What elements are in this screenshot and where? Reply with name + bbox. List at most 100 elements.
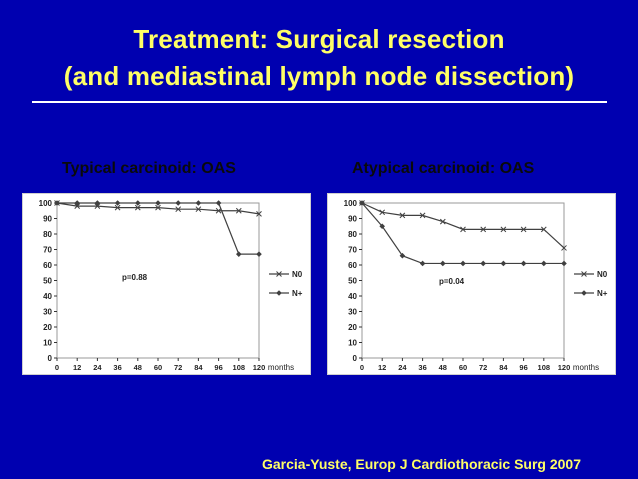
x-tick-label: 48 bbox=[134, 363, 142, 372]
x-tick-label: 24 bbox=[93, 363, 102, 372]
x-tick-label: 84 bbox=[499, 363, 508, 372]
data-point-nplus bbox=[74, 200, 80, 206]
x-tick-label: 12 bbox=[378, 363, 386, 372]
data-point-n0 bbox=[215, 207, 222, 214]
data-point-n0 bbox=[94, 203, 101, 209]
data-point-n0 bbox=[256, 210, 262, 217]
x-tick-label: 72 bbox=[479, 363, 487, 372]
y-tick-label: 40 bbox=[348, 292, 357, 301]
data-point-nplus bbox=[419, 260, 426, 267]
chart-panel-typical: 0 10 20 30 40 50 60 70 80 90 100 0 12 24 36 48 60 72 84 96 1… bbox=[22, 193, 311, 375]
p-value-annotation: p=0.04 bbox=[439, 277, 465, 286]
data-point-n0 bbox=[235, 207, 242, 214]
data-point-nplus bbox=[54, 200, 60, 206]
y-tick-label: 100 bbox=[39, 199, 53, 208]
y-tick-label: 70 bbox=[348, 246, 357, 255]
data-point-n0 bbox=[520, 226, 527, 233]
y-tick-label: 90 bbox=[43, 215, 52, 224]
x-tick-label: 60 bbox=[154, 363, 162, 372]
x-tick-label: 120 bbox=[558, 363, 571, 372]
y-tick-label: 0 bbox=[353, 354, 358, 363]
data-point-nplus bbox=[440, 260, 446, 267]
data-point-n0 bbox=[155, 204, 161, 211]
x-tick-label: 108 bbox=[233, 363, 246, 372]
x-tick-label: 96 bbox=[214, 363, 222, 372]
data-point-n0 bbox=[134, 204, 141, 211]
x-tick-label: 48 bbox=[439, 363, 447, 372]
chart-panel-atypical: 0 10 20 30 40 50 60 70 80 90 100 0 12 24 36 48 60 72 84 96 1… bbox=[327, 193, 616, 375]
y-tick-label: 10 bbox=[43, 339, 52, 348]
data-point-n0 bbox=[74, 203, 81, 209]
x-tick-label: 12 bbox=[73, 363, 81, 372]
x-tick-label: 84 bbox=[194, 363, 203, 372]
series-line-nplus bbox=[361, 202, 564, 265]
chart-title-typical: Typical carcinoid: OAS bbox=[62, 160, 236, 177]
data-point-nplus bbox=[561, 260, 567, 267]
data-point-nplus bbox=[256, 251, 262, 257]
y-tick-label: 20 bbox=[43, 323, 52, 332]
y-tick-label: 30 bbox=[348, 308, 357, 317]
survival-chart-typical: 0 10 20 30 40 50 60 70 80 90 100 0 12 24 36 48 60 72 84 96 1… bbox=[39, 199, 303, 372]
data-point-n0 bbox=[379, 209, 386, 216]
y-tick-label: 70 bbox=[43, 246, 52, 255]
legend-entry bbox=[574, 290, 594, 296]
legend-entry bbox=[269, 290, 289, 296]
y-tick-label: 40 bbox=[43, 292, 52, 301]
data-point-n0 bbox=[460, 226, 466, 233]
data-point-nplus bbox=[359, 200, 365, 206]
y-tick-label: 30 bbox=[43, 308, 52, 317]
x-tick-label: 0 bbox=[360, 363, 364, 372]
data-point-nplus bbox=[520, 260, 527, 267]
data-point-nplus bbox=[500, 260, 507, 267]
data-point-nplus bbox=[236, 251, 242, 257]
data-point-n0 bbox=[540, 226, 547, 233]
data-point-nplus bbox=[215, 200, 222, 206]
y-tick-label: 10 bbox=[348, 339, 357, 348]
legend-label: N+ bbox=[292, 289, 303, 298]
x-tick-label: 36 bbox=[418, 363, 426, 372]
y-tick-label: 80 bbox=[43, 230, 52, 239]
data-point-nplus bbox=[379, 223, 385, 230]
data-point-n0 bbox=[195, 206, 202, 213]
y-tick-label: 90 bbox=[348, 215, 357, 224]
data-point-n0 bbox=[439, 218, 446, 225]
data-point-n0 bbox=[500, 226, 507, 233]
x-tick-label: 36 bbox=[113, 363, 121, 372]
x-tick-label: 120 bbox=[253, 363, 266, 372]
x-axis-label: months bbox=[573, 363, 599, 372]
data-point-nplus bbox=[480, 260, 486, 267]
y-tick-label: 50 bbox=[43, 277, 52, 286]
data-point-nplus bbox=[94, 200, 101, 206]
data-point-n0 bbox=[399, 212, 406, 219]
survival-chart-atypical: 0 10 20 30 40 50 60 70 80 90 100 0 12 24 36 48 60 72 84 96 1… bbox=[344, 199, 608, 372]
citation: Garcia-Yuste, Europ J Cardiothoracic Sur… bbox=[262, 456, 581, 472]
slide-title-line-1: Treatment: Surgical resection bbox=[133, 24, 505, 54]
legend-entry bbox=[269, 271, 289, 277]
data-point-n0 bbox=[419, 212, 426, 219]
x-tick-label: 108 bbox=[538, 363, 551, 372]
x-tick-label: 0 bbox=[55, 363, 59, 372]
x-tick-label: 60 bbox=[459, 363, 467, 372]
legend-entry bbox=[574, 271, 594, 277]
data-point-n0 bbox=[480, 226, 487, 233]
x-tick-label: 72 bbox=[174, 363, 182, 372]
y-tick-label: 50 bbox=[348, 277, 357, 286]
x-tick-label: 24 bbox=[398, 363, 407, 372]
data-point-nplus bbox=[195, 200, 202, 206]
data-point-n0 bbox=[175, 206, 182, 213]
p-value-annotation: p=0.88 bbox=[122, 273, 148, 282]
legend-label: N0 bbox=[292, 270, 303, 279]
plot-frame bbox=[56, 202, 260, 359]
legend-label: N0 bbox=[597, 270, 608, 279]
data-point-n0 bbox=[114, 204, 121, 211]
data-point-nplus bbox=[155, 200, 161, 206]
slide-title-line-2: (and mediastinal lymph node dissection) bbox=[63, 61, 575, 91]
data-point-nplus bbox=[135, 200, 141, 206]
legend-label: N+ bbox=[597, 289, 608, 298]
y-tick-label: 60 bbox=[43, 261, 52, 270]
title-divider bbox=[32, 101, 607, 103]
y-tick-label: 20 bbox=[348, 323, 357, 332]
data-point-n0 bbox=[561, 245, 567, 251]
y-tick-label: 60 bbox=[348, 261, 357, 270]
x-tick-label: 96 bbox=[519, 363, 527, 372]
